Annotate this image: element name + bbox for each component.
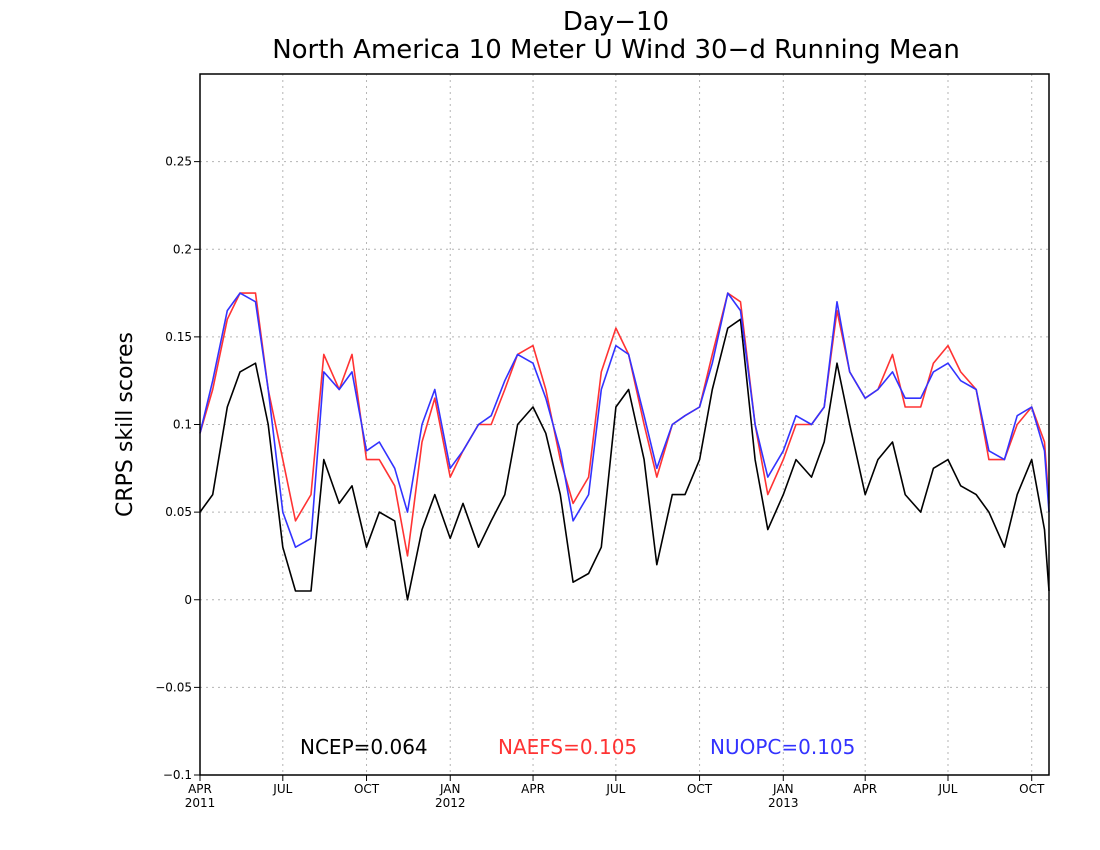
x-tick-label: OCT [354, 782, 380, 796]
y-tick-label: 0.15 [165, 330, 192, 344]
legend-entry-naefs: NAEFS=0.105 [498, 735, 637, 759]
x-tick-label: JAN [439, 782, 461, 796]
x-tick-label: JUL [605, 782, 625, 796]
legend: NCEP=0.064 NAEFS=0.105 NUOPC=0.105 [300, 735, 855, 759]
chart-subtitle: North America 10 Meter U Wind 30−d Runni… [272, 35, 960, 65]
series-line-ncep [199, 318, 1050, 601]
x-tick-label: JUL [272, 782, 292, 796]
y-tick-label: 0 [184, 593, 192, 607]
legend-entry-ncep: NCEP=0.064 [300, 735, 428, 759]
x-tick-label: OCT [1019, 782, 1045, 796]
y-tick-label: 0.2 [173, 242, 192, 256]
x-tick-year-label: 2012 [435, 796, 466, 810]
x-tick-label: OCT [687, 782, 713, 796]
y-tick-label: −0.1 [163, 768, 192, 782]
grid-layer [200, 74, 1049, 775]
chart-title: Day−10 [563, 7, 669, 37]
legend-entry-nuopc: NUOPC=0.105 [710, 735, 855, 759]
series-line-nuopc [199, 292, 1050, 549]
x-tick-label: JAN [772, 782, 794, 796]
x-tick-label: JUL [937, 782, 957, 796]
x-tick-year-label: 2013 [768, 796, 799, 810]
x-tick-year-label: 2011 [185, 796, 216, 810]
y-tick-label: 0.1 [173, 418, 192, 432]
plot-frame [199, 73, 1050, 776]
x-tick-label: APR [521, 782, 545, 796]
y-tick-label: 0.05 [165, 505, 192, 519]
series-layer [199, 292, 1050, 601]
x-tick-label: APR [188, 782, 212, 796]
x-tick-label: APR [853, 782, 877, 796]
y-tick-label: 0.25 [165, 155, 192, 169]
y-tick-label: −0.05 [155, 680, 192, 694]
y-axis-label: CRPS skill scores [113, 332, 138, 517]
